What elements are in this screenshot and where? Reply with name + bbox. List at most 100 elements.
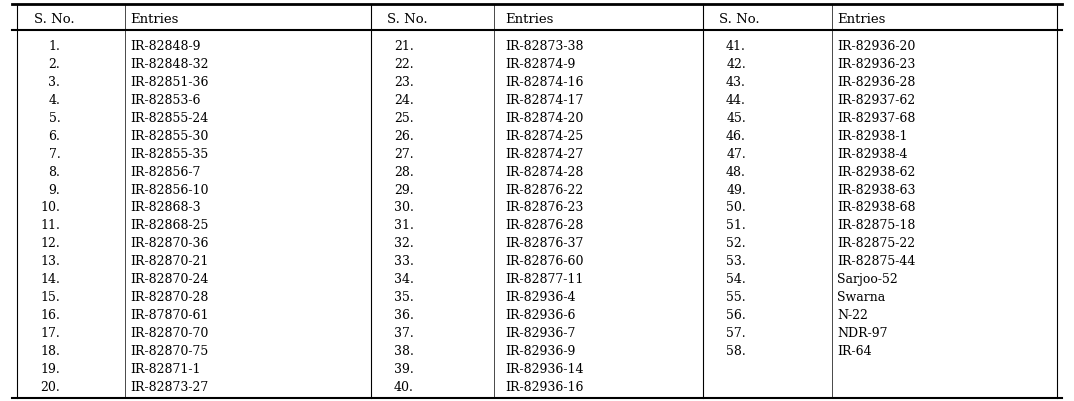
Text: 55.: 55.	[726, 291, 745, 304]
Text: IR-82936-20: IR-82936-20	[837, 40, 915, 53]
Text: IR-82848-32: IR-82848-32	[130, 58, 208, 71]
Text: 5.: 5.	[48, 111, 60, 124]
Text: 15.: 15.	[41, 291, 60, 304]
Text: IR-82853-6: IR-82853-6	[130, 93, 201, 106]
Text: 23.: 23.	[394, 75, 413, 89]
Text: IR-82871-1: IR-82871-1	[130, 362, 201, 375]
Text: IR-82848-9: IR-82848-9	[130, 40, 201, 53]
Text: 48.: 48.	[726, 165, 745, 178]
Text: 57.: 57.	[726, 326, 745, 339]
Text: IR-64: IR-64	[837, 344, 872, 357]
Text: IR-82868-3: IR-82868-3	[130, 201, 201, 214]
Text: 51.: 51.	[726, 219, 745, 232]
Text: 1.: 1.	[48, 40, 60, 53]
Text: IR-82876-28: IR-82876-28	[505, 219, 583, 232]
Text: 9.: 9.	[48, 183, 60, 196]
Text: IR-82874-17: IR-82874-17	[505, 93, 583, 106]
Text: 46.: 46.	[726, 129, 745, 142]
Text: 54.: 54.	[726, 273, 745, 286]
Text: 7.: 7.	[48, 147, 60, 160]
Text: IR-82936-23: IR-82936-23	[837, 58, 915, 71]
Text: IR-82870-24: IR-82870-24	[130, 273, 208, 286]
Text: IR-82876-60: IR-82876-60	[505, 255, 583, 268]
Text: 38.: 38.	[394, 344, 413, 357]
Text: 24.: 24.	[394, 93, 413, 106]
Text: 28.: 28.	[394, 165, 413, 178]
Text: IR-82876-23: IR-82876-23	[505, 201, 583, 214]
Text: IR-82876-37: IR-82876-37	[505, 237, 583, 250]
Text: 43.: 43.	[726, 75, 745, 89]
Text: IR-82937-62: IR-82937-62	[837, 93, 915, 106]
Text: IR-82870-28: IR-82870-28	[130, 291, 208, 304]
Text: IR-82937-68: IR-82937-68	[837, 111, 915, 124]
Text: 34.: 34.	[394, 273, 413, 286]
Text: 22.: 22.	[394, 58, 413, 71]
Text: S. No.: S. No.	[33, 13, 74, 26]
Text: 21.: 21.	[394, 40, 413, 53]
Text: Swarna: Swarna	[837, 291, 885, 304]
Text: 2.: 2.	[48, 58, 60, 71]
Text: IR-82856-7: IR-82856-7	[130, 165, 201, 178]
Text: 52.: 52.	[726, 237, 745, 250]
Text: IR-82936-16: IR-82936-16	[505, 380, 583, 393]
Text: 6.: 6.	[48, 129, 60, 142]
Text: 30.: 30.	[394, 201, 413, 214]
Text: 27.: 27.	[394, 147, 413, 160]
Text: 13.: 13.	[41, 255, 60, 268]
Text: IR-82936-4: IR-82936-4	[505, 291, 576, 304]
Text: IR-82855-24: IR-82855-24	[130, 111, 208, 124]
Text: 31.: 31.	[394, 219, 413, 232]
Text: S. No.: S. No.	[387, 13, 427, 26]
Text: 37.: 37.	[394, 326, 413, 339]
Text: 4.: 4.	[48, 93, 60, 106]
Text: IR-82875-22: IR-82875-22	[837, 237, 915, 250]
Text: IR-82874-27: IR-82874-27	[505, 147, 583, 160]
Text: IR-82874-16: IR-82874-16	[505, 75, 583, 89]
Text: 32.: 32.	[394, 237, 413, 250]
Text: 8.: 8.	[48, 165, 60, 178]
Text: 58.: 58.	[726, 344, 745, 357]
Text: 29.: 29.	[394, 183, 413, 196]
Text: 25.: 25.	[394, 111, 413, 124]
Text: 10.: 10.	[41, 201, 60, 214]
Text: 42.: 42.	[726, 58, 745, 71]
Text: IR-82938-62: IR-82938-62	[837, 165, 915, 178]
Text: IR-82877-11: IR-82877-11	[505, 273, 583, 286]
Text: IR-82873-38: IR-82873-38	[505, 40, 583, 53]
Text: 47.: 47.	[726, 147, 745, 160]
Text: 41.: 41.	[726, 40, 745, 53]
Text: IR-82870-75: IR-82870-75	[130, 344, 208, 357]
Text: 19.: 19.	[41, 362, 60, 375]
Text: IR-82936-7: IR-82936-7	[505, 326, 576, 339]
Text: IR-82936-28: IR-82936-28	[837, 75, 915, 89]
Text: 12.: 12.	[41, 237, 60, 250]
Text: IR-82868-25: IR-82868-25	[130, 219, 208, 232]
Text: 33.: 33.	[394, 255, 413, 268]
Text: IR-82874-20: IR-82874-20	[505, 111, 583, 124]
Text: 26.: 26.	[394, 129, 413, 142]
Text: 16.: 16.	[41, 308, 60, 322]
Text: 53.: 53.	[726, 255, 745, 268]
Text: IR-82936-14: IR-82936-14	[505, 362, 583, 375]
Text: IR-82938-4: IR-82938-4	[837, 147, 908, 160]
Text: 39.: 39.	[394, 362, 413, 375]
Text: IR-82855-30: IR-82855-30	[130, 129, 208, 142]
Text: Entries: Entries	[130, 13, 178, 26]
Text: S. No.: S. No.	[720, 13, 759, 26]
Text: IR-82870-70: IR-82870-70	[130, 326, 208, 339]
Text: IR-82874-25: IR-82874-25	[505, 129, 583, 142]
Text: IR-82873-27: IR-82873-27	[130, 380, 208, 393]
Text: 20.: 20.	[41, 380, 60, 393]
Text: IR-82938-63: IR-82938-63	[837, 183, 915, 196]
Text: 44.: 44.	[726, 93, 745, 106]
Text: IR-82870-21: IR-82870-21	[130, 255, 208, 268]
Text: IR-82874-9: IR-82874-9	[505, 58, 576, 71]
Text: NDR-97: NDR-97	[837, 326, 887, 339]
Text: Entries: Entries	[837, 13, 885, 26]
Text: 14.: 14.	[41, 273, 60, 286]
Text: 11.: 11.	[41, 219, 60, 232]
Text: 40.: 40.	[394, 380, 413, 393]
Text: IR-82851-36: IR-82851-36	[130, 75, 208, 89]
Text: IR-87870-61: IR-87870-61	[130, 308, 208, 322]
Text: IR-82875-44: IR-82875-44	[837, 255, 915, 268]
